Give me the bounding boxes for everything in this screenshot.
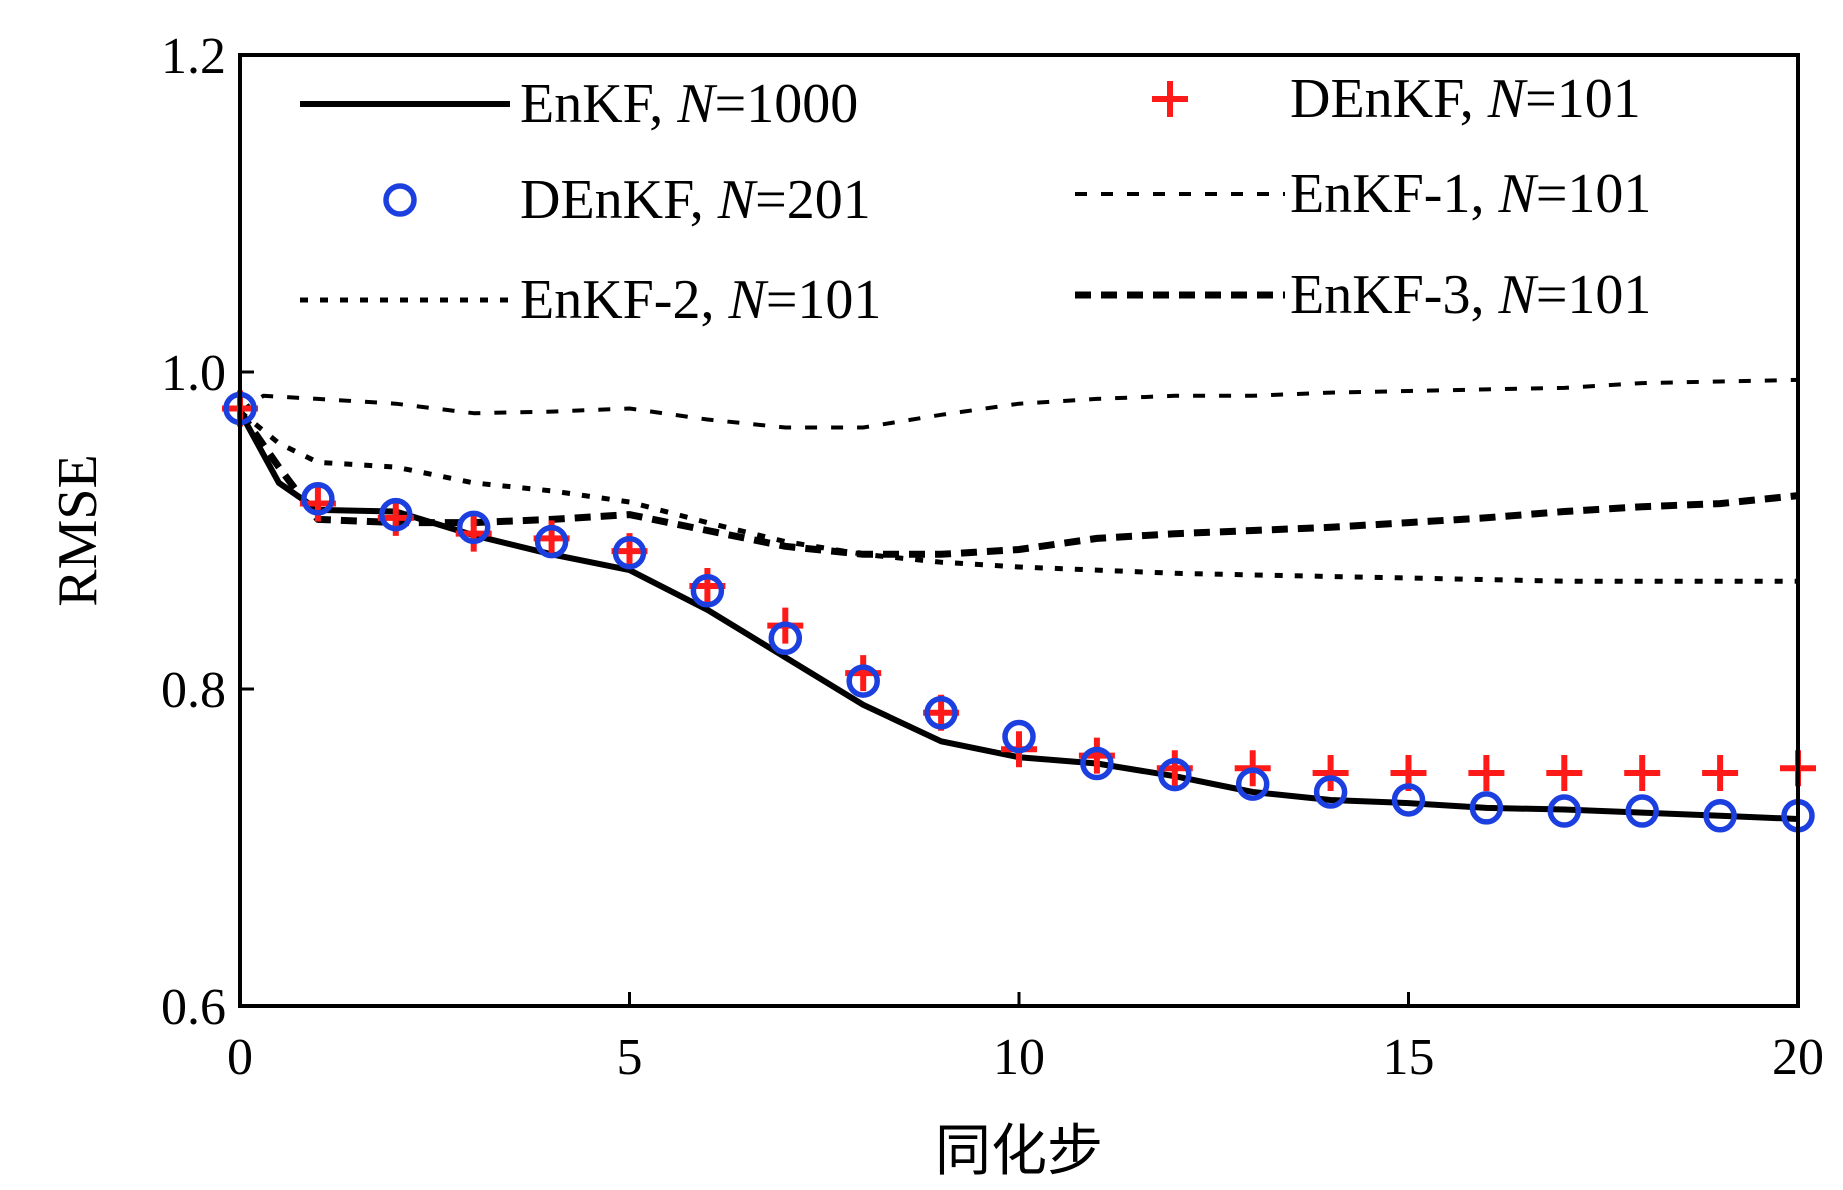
legend-label-variable: N	[676, 73, 717, 135]
legend-label-prefix: EnKF-3,	[1290, 264, 1498, 326]
legend-label-suffix: =101	[1536, 163, 1652, 225]
legend-label-variable: N	[1497, 163, 1538, 225]
legend-label-variable: N	[717, 169, 758, 231]
data-point	[1391, 783, 1426, 817]
legend-label-suffix: =101	[1536, 264, 1652, 326]
data-point	[534, 524, 569, 559]
data-point	[1002, 719, 1036, 754]
legend-swatch	[1152, 81, 1188, 117]
legend-label: EnKF-2, N=101	[520, 269, 881, 331]
data-point	[1313, 775, 1348, 809]
y-tick-label: 1.0	[161, 345, 226, 402]
legend-label-variable: N	[727, 269, 768, 331]
data-point	[846, 664, 880, 698]
data-point	[1469, 791, 1504, 825]
series-layer	[222, 377, 1816, 833]
legend-label-suffix: =101	[766, 269, 882, 331]
y-tick-label: 0.6	[161, 979, 226, 1036]
data-point	[1702, 755, 1739, 792]
y-axis-label: RMSE	[47, 454, 109, 607]
data-point	[1625, 794, 1659, 828]
legend-label-suffix: =201	[755, 169, 871, 231]
data-point	[1080, 746, 1114, 781]
legend-entry-3: EnKF-1, N=101	[1075, 163, 1651, 225]
data-point	[1546, 755, 1583, 792]
data-point	[1158, 757, 1192, 792]
series-1	[222, 390, 1816, 792]
data-point	[1468, 755, 1505, 792]
legend-label: EnKF, N=1000	[520, 73, 858, 135]
series-line	[238, 377, 1799, 430]
data-point	[456, 510, 491, 545]
series-2	[223, 391, 1815, 833]
series-0	[237, 410, 1799, 822]
data-point	[1624, 755, 1661, 792]
legend-entry-4: EnKF-2, N=101	[300, 269, 881, 331]
legend-label-prefix: DEnKF,	[520, 169, 718, 231]
x-tick-label: 0	[227, 1029, 253, 1086]
data-point	[1312, 755, 1349, 792]
data-point	[1703, 799, 1737, 833]
data-point	[612, 535, 647, 570]
legend-label-prefix: EnKF,	[520, 73, 677, 135]
x-tick-label: 15	[1383, 1029, 1435, 1086]
data-point	[768, 621, 803, 656]
legend-label: EnKF-3, N=101	[1290, 264, 1651, 326]
legend-label: EnKF-1, N=101	[1290, 163, 1651, 225]
series-3	[238, 377, 1799, 430]
x-tick-label: 20	[1772, 1029, 1824, 1086]
data-point	[301, 482, 335, 516]
legend-label: DEnKF, N=201	[520, 169, 871, 231]
y-tick-label: 0.8	[161, 662, 226, 719]
legend-label-suffix: =1000	[715, 73, 859, 135]
x-tick-label: 5	[617, 1029, 643, 1086]
legend-entry-1: DEnKF, N=101	[1152, 68, 1641, 130]
legend-label-prefix: DEnKF,	[1290, 68, 1488, 130]
series-4	[238, 409, 1798, 584]
legend-entry-2: DEnKF, N=201	[383, 169, 871, 231]
data-point	[924, 696, 958, 730]
legend-label-prefix: EnKF-2,	[520, 269, 728, 331]
x-tick-label: 10	[993, 1029, 1045, 1086]
data-point	[379, 497, 413, 532]
series-line	[238, 409, 1798, 584]
legend-label-prefix: EnKF-1,	[1290, 163, 1498, 225]
legend-label-suffix: =101	[1525, 68, 1641, 130]
legend-entry-5: EnKF-3, N=101	[1075, 264, 1651, 326]
data-point	[690, 573, 725, 608]
data-point	[1235, 767, 1270, 801]
data-point	[1547, 794, 1582, 828]
series-line	[237, 410, 1799, 822]
legend-label-variable: N	[1487, 68, 1528, 130]
tick-layer: 0 5 10 15 20 0.6 0.8 1.0 1.2	[161, 28, 1824, 1086]
legend-label: DEnKF, N=101	[1290, 68, 1641, 130]
y-tick-label: 1.2	[161, 28, 226, 85]
x-axis-label: 同化步	[935, 1121, 1103, 1183]
legend-entry-0: EnKF, N=1000	[300, 73, 858, 135]
legend-swatch	[383, 183, 417, 217]
legend-label-variable: N	[1497, 264, 1538, 326]
